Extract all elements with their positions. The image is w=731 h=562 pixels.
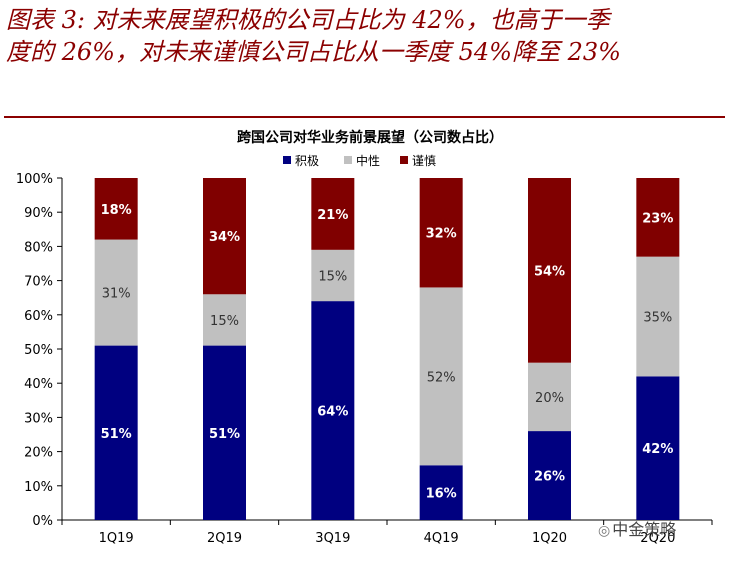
x-tick-label: 1Q19 bbox=[99, 531, 134, 546]
data-label: 35% bbox=[643, 311, 672, 326]
data-label: 54% bbox=[534, 264, 565, 279]
bar-segment bbox=[419, 287, 463, 466]
y-tick-label: 40% bbox=[24, 377, 53, 392]
y-tick-label: 20% bbox=[24, 446, 53, 461]
x-axis: 1Q19 2Q19 3Q19 4Q19 1Q20 2Q20 bbox=[61, 519, 713, 546]
figure-heading-line2: 度的 26%，对未来谨慎公司占比从一季度 54%降至 23% bbox=[6, 38, 621, 66]
data-label: 51% bbox=[101, 427, 132, 442]
legend-label-0: 积极 bbox=[295, 154, 319, 168]
data-label: 20% bbox=[535, 391, 564, 406]
data-label: 21% bbox=[317, 208, 348, 223]
bar-segment bbox=[203, 294, 246, 346]
chart-legend: 积极 中性 谨慎 bbox=[283, 153, 436, 168]
data-label: 42% bbox=[642, 442, 673, 457]
bar-segment bbox=[636, 256, 680, 377]
y-tick-label: 10% bbox=[24, 480, 53, 495]
data-label: 18% bbox=[101, 203, 132, 218]
figure-heading: 图表 3: 对未来展望积极的公司占比为 42%，也高于一季 度的 26%，对未来… bbox=[6, 4, 726, 68]
y-axis: 0% 10% 20% 30% 40% 50% 60% 70% 80% 90% 100% bbox=[16, 172, 63, 529]
bar-segment bbox=[528, 178, 571, 363]
data-label: 51% bbox=[209, 427, 240, 442]
data-label: 23% bbox=[642, 211, 673, 226]
bar-segment bbox=[94, 345, 138, 520]
legend-label-1: 中性 bbox=[356, 153, 380, 168]
bar-segment bbox=[311, 301, 355, 520]
bar-segment bbox=[636, 178, 680, 257]
figure-heading-line1: 图表 3: 对未来展望积极的公司占比为 42%，也高于一季 bbox=[6, 6, 610, 34]
y-tick-label: 0% bbox=[32, 514, 53, 529]
legend-swatch-1 bbox=[344, 156, 352, 164]
bar-segment bbox=[528, 362, 571, 432]
heading-divider bbox=[4, 116, 725, 118]
y-tick-label: 50% bbox=[24, 343, 53, 358]
bar-segment bbox=[94, 178, 138, 240]
bar-segment bbox=[94, 239, 138, 346]
bar-segment bbox=[203, 178, 246, 295]
watermark-text: 中金策略 bbox=[612, 520, 677, 539]
x-tick-label: 2Q19 bbox=[207, 531, 242, 546]
bar-segment bbox=[419, 178, 463, 288]
legend-swatch-0 bbox=[283, 156, 291, 164]
y-tick-label: 90% bbox=[24, 206, 53, 221]
y-tick-label: 30% bbox=[24, 411, 53, 426]
bar-segment bbox=[311, 178, 355, 250]
y-tick-label: 80% bbox=[24, 240, 53, 255]
y-tick-label: 70% bbox=[24, 275, 53, 290]
data-label: 32% bbox=[426, 227, 457, 242]
data-label: 64% bbox=[317, 405, 348, 420]
data-label: 15% bbox=[318, 269, 347, 284]
x-tick-label: 2Q20 bbox=[640, 531, 675, 546]
chart-title: 跨国公司对华业务前景展望（公司数占比） bbox=[237, 129, 503, 146]
x-tick-label: 1Q20 bbox=[532, 531, 567, 546]
data-label: 26% bbox=[534, 470, 565, 485]
bar-segment bbox=[636, 376, 680, 520]
data-label: 52% bbox=[427, 370, 456, 385]
bars: 51% 31% 18% 51% 15% 34% 64% 15% 21% 16% 52% 32% 26% 2… bbox=[94, 178, 680, 520]
bar-segment bbox=[203, 345, 246, 520]
y-tick-label: 60% bbox=[24, 309, 53, 324]
data-label: 16% bbox=[426, 487, 457, 502]
bar-segment bbox=[311, 249, 355, 302]
legend-label-2: 谨慎 bbox=[412, 154, 436, 168]
watermark: ◎ 中金策略 bbox=[598, 516, 676, 540]
x-tick-label: 4Q19 bbox=[424, 531, 459, 546]
bar-segment bbox=[528, 431, 571, 520]
bar-segment bbox=[419, 465, 463, 520]
wechat-icon: ◎ bbox=[598, 523, 611, 539]
data-label: 15% bbox=[210, 314, 239, 329]
legend-swatch-2 bbox=[400, 156, 408, 164]
data-label: 31% bbox=[102, 287, 131, 302]
y-tick-label: 100% bbox=[16, 172, 53, 187]
data-label: 34% bbox=[209, 230, 240, 245]
x-tick-label: 3Q19 bbox=[315, 531, 350, 546]
